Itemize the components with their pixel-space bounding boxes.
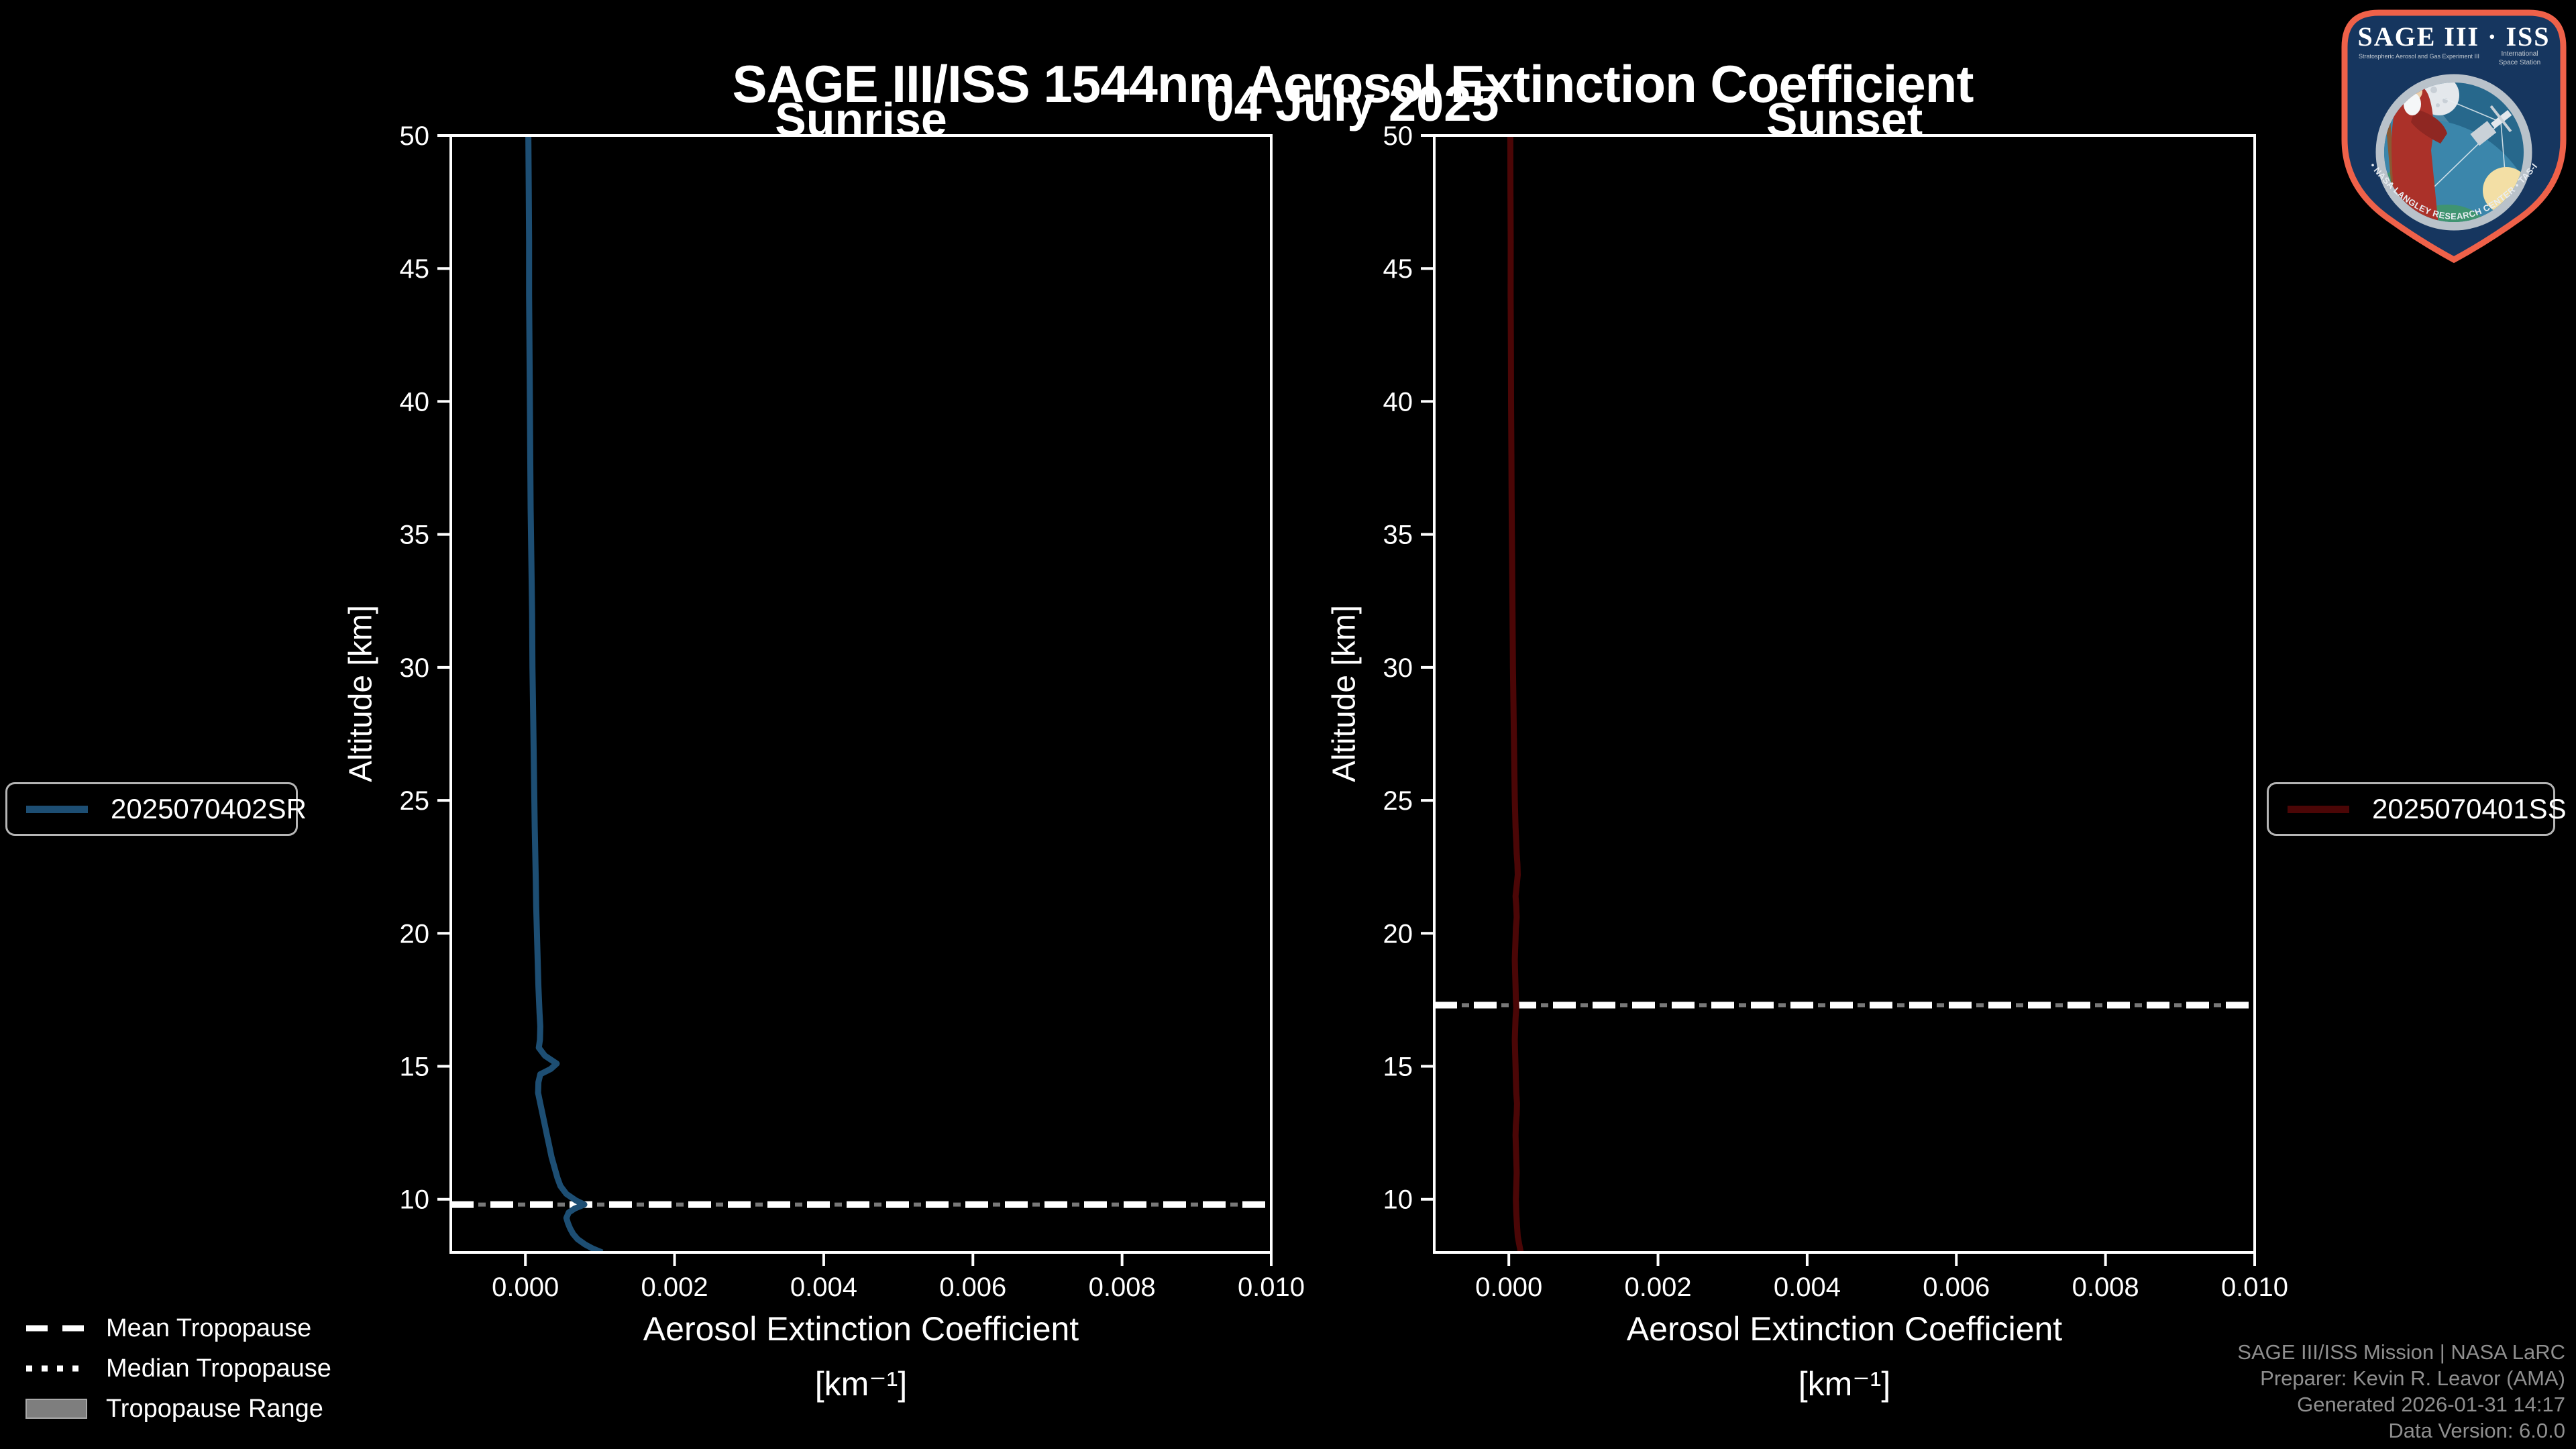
x-tick-label: 0.002 <box>641 1273 708 1302</box>
legend-sunset: 2025070401SS <box>2267 782 2567 836</box>
y-tick-label: 25 <box>1383 786 1413 816</box>
panel-frame <box>1433 134 2256 1254</box>
x-tick-label: 0.000 <box>492 1273 559 1302</box>
x-tick-label: 0.000 <box>1475 1273 1542 1302</box>
x-tick-label: 0.010 <box>1238 1273 1305 1302</box>
patch-moon-crater <box>2430 87 2437 93</box>
y-tick-label: 45 <box>400 254 430 284</box>
y-tick-label: 20 <box>1383 919 1413 949</box>
legend-item-mean-tropopause: Mean Tropopause <box>24 1308 331 1348</box>
patch-earth-ocean <box>2384 119 2524 222</box>
x-tick-label: 0.010 <box>2221 1273 2288 1302</box>
figure-date: 04 July 2025 <box>1206 76 1499 131</box>
panel-frame <box>449 134 1273 1254</box>
median-tropopause-swatch-icon <box>26 1365 87 1372</box>
y-axis-label-sunrise: Altitude [km] <box>343 604 379 783</box>
legend-item-tropopause-range: Tropopause Range <box>24 1389 331 1429</box>
y-tick-label: 40 <box>400 387 430 417</box>
x-tick-label: 0.002 <box>1624 1273 1691 1302</box>
legend-item-median-tropopause: Median Tropopause <box>24 1348 331 1389</box>
patch-subtitle-left: Stratospheric Aerosol and Gas Experiment… <box>2359 53 2479 60</box>
x-axis-label-sunset: Aerosol Extinction Coefficient <box>1626 1310 2063 1348</box>
tropopause-legend: Mean Tropopause Median Tropopause Tropop… <box>24 1308 331 1429</box>
patch-subtitle-right-1: International <box>2501 50 2538 58</box>
panel-sunset: 0.000 0.002 0.004 0.006 0.008 0.010 10 15 20 25 30… <box>1383 121 2289 1302</box>
y-tick-label: 30 <box>400 653 430 683</box>
sunset-line-swatch <box>2288 805 2349 813</box>
footer-preparer: Preparer: Kevin R. Leavor (AMA) <box>2260 1366 2565 1390</box>
y-tick-label: 15 <box>400 1053 430 1082</box>
patch-moon-crater <box>2436 103 2440 107</box>
footer-data-version: Data Version: 6.0.0 <box>2388 1419 2565 1442</box>
y-tick-label: 15 <box>1383 1053 1413 1082</box>
y-tick-label: 10 <box>1383 1185 1413 1215</box>
y-tick-label: 35 <box>400 521 430 550</box>
footer-generated: Generated 2026-01-31 14:17 <box>2297 1393 2565 1416</box>
y-tick-label: 40 <box>1383 387 1413 417</box>
y-axis-label-sunset: Altitude [km] <box>1326 604 1362 783</box>
mean-tropopause-swatch-icon <box>26 1325 87 1332</box>
y-tick-label: 20 <box>400 919 430 949</box>
legend-sunrise: 2025070402SR <box>5 782 307 836</box>
sunrise-line-swatch <box>26 805 88 813</box>
y-tick-label: 25 <box>400 786 430 816</box>
x-tick-label: 0.006 <box>939 1273 1006 1302</box>
sunset-event-label: 2025070401SS <box>2372 793 2567 824</box>
profile-line-2025070401SS <box>1507 136 1524 1252</box>
sage-iii-iss-mission-patch-logo: SAGE III · ISS Stratospheric Aerosol and… <box>2340 8 2567 264</box>
x-axis-label-sunrise: Aerosol Extinction Coefficient <box>643 1310 1079 1348</box>
x-axis-units-sunrise: [km⁻¹] <box>814 1365 908 1403</box>
patch-title: SAGE III · ISS <box>2357 21 2550 52</box>
figure-title: SAGE III/ISS 1544nm Aerosol Extinction C… <box>732 54 1974 114</box>
y-tick-label: 30 <box>1383 653 1413 683</box>
x-tick-label: 0.004 <box>1774 1273 1841 1302</box>
x-tick-label: 0.008 <box>1089 1273 1156 1302</box>
tropopause-range-swatch-icon <box>25 1399 87 1419</box>
x-tick-label: 0.008 <box>2072 1273 2139 1302</box>
y-tick-label: 50 <box>1383 121 1413 151</box>
y-tick-label: 35 <box>1383 521 1413 550</box>
footer-credits: SAGE III/ISS Mission | NASA LaRC Prepare… <box>2237 1339 2565 1444</box>
x-tick-label: 0.004 <box>790 1273 857 1302</box>
patch-subtitle-right-2: Space Station <box>2499 59 2540 66</box>
mean-tropopause-label: Mean Tropopause <box>106 1313 312 1342</box>
y-tick-label: 50 <box>400 121 430 151</box>
y-tick-label: 10 <box>400 1185 430 1215</box>
y-tick-label: 45 <box>1383 254 1413 284</box>
patch-scene-ring <box>2375 74 2532 231</box>
median-tropopause-label: Median Tropopause <box>106 1354 331 1383</box>
x-tick-label: 0.006 <box>1923 1273 1990 1302</box>
x-axis-units-sunset: [km⁻¹] <box>1798 1365 1891 1403</box>
tropopause-range-label: Tropopause Range <box>106 1394 323 1423</box>
profile-line-2025070402SR <box>525 136 604 1252</box>
sunrise-event-label: 2025070402SR <box>111 793 307 824</box>
panel-sunrise: 0.000 0.002 0.004 0.006 0.008 0.010 10 15 20 25 30… <box>400 121 1305 1302</box>
footer-mission: SAGE III/ISS Mission | NASA LaRC <box>2237 1340 2565 1364</box>
